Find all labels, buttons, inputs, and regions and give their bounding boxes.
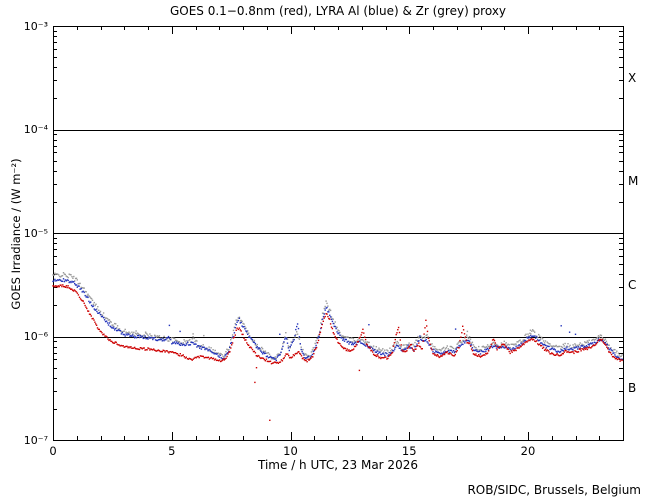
flare-class-label: X <box>628 70 637 85</box>
x-axis-label: Time / h UTC, 23 Mar 2026 <box>258 458 418 472</box>
y-tick-label: 10⁻⁶ <box>23 330 48 343</box>
y-tick-label: 10⁻⁵ <box>23 226 48 240</box>
y-tick-label: 10⁻⁷ <box>23 433 48 447</box>
chart-title: GOES 0.1−0.8nm (red), LYRA Al (blue) & Z… <box>169 4 507 18</box>
x-tick-label: 20 <box>520 444 536 458</box>
flare-class-label: C <box>628 277 637 292</box>
x-tick-label: 15 <box>401 444 417 458</box>
flare-class-label: M <box>628 174 639 189</box>
flare-class-label: B <box>628 381 637 396</box>
x-tick-label: 10 <box>283 444 298 458</box>
x-tick-label: 5 <box>168 444 176 458</box>
y-tick-label: 10⁻⁴ <box>23 123 48 136</box>
x-tick-label: 0 <box>49 444 57 458</box>
y-tick-label: 10⁻³ <box>23 19 48 33</box>
credit-text: ROB/SIDC, Brussels, Belgium <box>467 483 641 497</box>
